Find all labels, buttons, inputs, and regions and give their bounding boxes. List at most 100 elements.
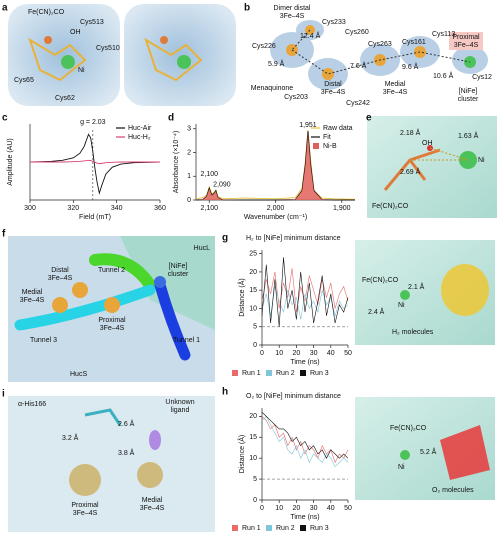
x-tick-label: 20 <box>293 505 301 512</box>
image-label: O₂ molecules <box>432 487 474 494</box>
panel-letter: e <box>366 113 372 124</box>
image-label: 7.6 Å <box>350 61 367 70</box>
legend-label: Run 3 <box>310 525 329 532</box>
y-tick-label: 0 <box>187 197 191 204</box>
image-label: Medial <box>22 289 43 296</box>
image-label: 3Fe–4S <box>454 42 479 49</box>
x-tick-label: 320 <box>67 205 79 212</box>
legend-label: Run 1 <box>242 370 261 377</box>
image-label: cluster <box>458 96 479 103</box>
y-axis-label: Absorbance (×10⁻⁴) <box>173 131 180 194</box>
x-axis-label: Time (ns) <box>290 359 319 366</box>
x-tick-label: 20 <box>293 350 301 357</box>
line <box>29 133 161 195</box>
image-label: 2.69 Å <box>400 167 421 176</box>
panel-letter: i <box>2 389 5 400</box>
y-tick-label: 20 <box>249 269 257 276</box>
image-label: Cys226 <box>252 43 276 50</box>
legend-label: Huc-Air <box>128 125 152 132</box>
y-tick-label: 1 <box>187 173 191 180</box>
stereo-image <box>8 4 236 106</box>
image-label: Tunnel 1 <box>173 337 200 344</box>
x-axis-label: Field (mT) <box>79 214 111 221</box>
image-label: Tunnel 2 <box>98 267 125 274</box>
image-label: 3Fe–4S <box>383 89 408 96</box>
image-label: 2.4 Å <box>368 307 385 316</box>
image-label: Cys233 <box>322 19 346 26</box>
image-label: 5.9 Å <box>268 59 285 68</box>
image-label: Cys113 <box>432 31 455 38</box>
panel-letter: b <box>244 3 250 14</box>
x-tick-label: 50 <box>344 505 352 512</box>
y-axis-label: Distance (Å) <box>237 435 246 474</box>
image-label: Distal <box>324 81 342 88</box>
image-label: Fe(CN)₂CO <box>372 203 409 210</box>
legend-label: Ni-B <box>323 143 337 150</box>
legend-swatch <box>266 370 272 376</box>
image-label: 5.2 Å <box>420 447 437 456</box>
legend-swatch <box>266 525 272 531</box>
x-tick-label: 40 <box>327 350 335 357</box>
ligand-image <box>8 396 215 532</box>
x-tick-label: 300 <box>24 205 36 212</box>
peak-label: 2,100 <box>200 171 218 178</box>
image-label: 1.63 Å <box>458 131 479 140</box>
tunnel-image <box>8 236 215 382</box>
image-label: Ni <box>398 302 405 309</box>
legend-label: Run 3 <box>310 370 329 377</box>
axis <box>195 124 355 201</box>
image-label: H₂ molecules <box>392 329 434 336</box>
image-label: Fe(CN)₂CO <box>28 9 65 16</box>
line <box>261 411 349 459</box>
image-label: HucL <box>194 245 210 252</box>
y-tick-label: 15 <box>249 287 257 294</box>
chart-title: O₂ to [NiFe] minimum distance <box>246 393 341 400</box>
legend-label: Fit <box>323 134 331 141</box>
image-label: 9.6 Å <box>402 62 419 71</box>
image-label: cluster <box>168 271 189 278</box>
y-tick-label: 0 <box>253 497 257 504</box>
image-label: Proximal <box>71 502 99 509</box>
legend-swatch <box>232 370 238 376</box>
image-label: Cys203 <box>284 94 308 101</box>
image-label: Medial <box>142 497 163 504</box>
image-label: Dimer distal <box>274 5 311 12</box>
image-label: 2.18 Å <box>400 128 421 137</box>
image-label: 3Fe–4S <box>48 275 73 282</box>
legend-swatch <box>232 525 238 531</box>
x-tick-label: 1,900 <box>333 205 351 212</box>
image-label: Cys161 <box>402 39 426 46</box>
x-tick-label: 10 <box>275 505 283 512</box>
image-label: Cys65 <box>14 77 34 84</box>
axis <box>261 250 348 346</box>
panel-letter: a <box>2 3 8 14</box>
legend-label: Run 1 <box>242 525 261 532</box>
image-label: OH <box>422 140 433 147</box>
active-site-image <box>367 116 497 218</box>
x-axis-label: Wavenumber (cm⁻¹) <box>244 214 307 221</box>
line <box>261 286 349 320</box>
x-tick-label: 30 <box>310 350 318 357</box>
x-tick-label: 340 <box>111 205 123 212</box>
image-label: α-His166 <box>18 401 46 408</box>
x-tick-label: 40 <box>327 505 335 512</box>
peak-label: 2,090 <box>213 181 231 188</box>
image-label: Medial <box>385 81 406 88</box>
image-label: Cys263 <box>368 41 392 48</box>
image-label: Fe(CN)₂CO <box>362 277 399 284</box>
line <box>261 257 349 327</box>
panel-letter: h <box>222 387 228 398</box>
x-tick-label: 2,000 <box>267 205 285 212</box>
image-label: Ni <box>78 67 85 74</box>
y-tick-label: 5 <box>253 324 257 331</box>
image-label: Menaquinone <box>251 85 294 92</box>
image-label: 3Fe–4S <box>321 89 346 96</box>
image-label: Proximal <box>98 317 126 324</box>
y-tick-label: 3 <box>187 126 191 133</box>
line <box>261 416 349 464</box>
panel-letter: c <box>2 113 8 124</box>
image-label: ligand <box>171 407 190 414</box>
annotation: g = 2.03 <box>80 119 106 126</box>
